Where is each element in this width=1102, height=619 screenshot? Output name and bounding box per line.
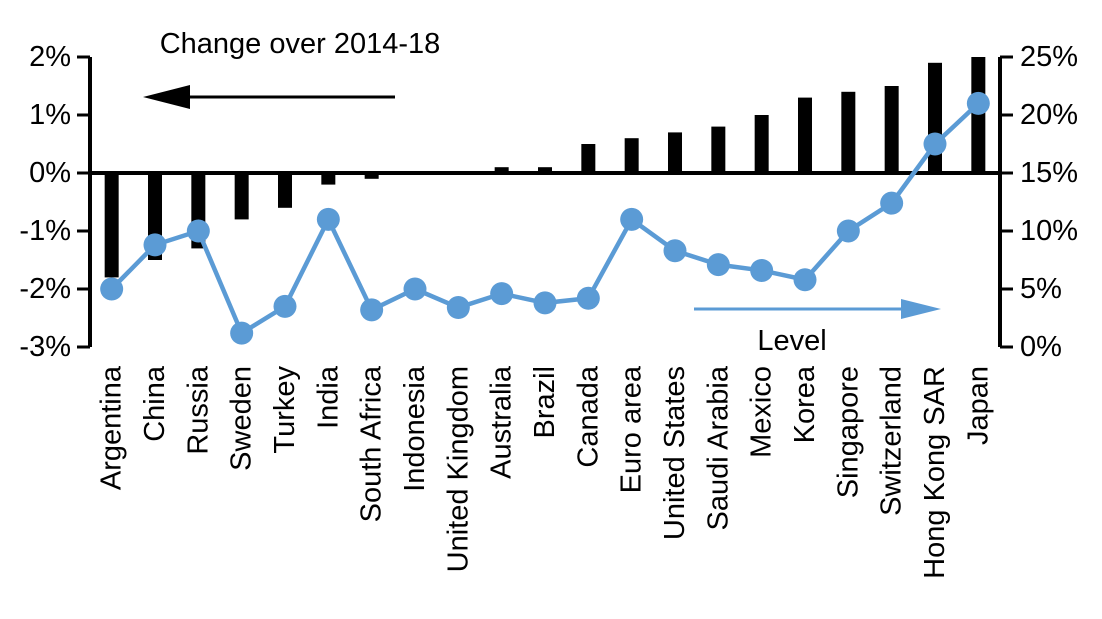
- bar-brazil: [538, 167, 552, 173]
- left-axis-tick-label: -3%: [19, 331, 71, 363]
- category-label-united-kingdom: United Kingdom: [442, 366, 474, 572]
- category-label-canada: Canada: [572, 365, 604, 467]
- level-marker-canada: [576, 286, 600, 310]
- category-label-india: India: [312, 365, 344, 429]
- bar-korea: [798, 97, 812, 173]
- bar-euro-area: [624, 138, 639, 173]
- bar-canada: [581, 144, 596, 173]
- bar-sweden: [234, 173, 249, 220]
- left-axis-tick-label: -2%: [19, 273, 71, 305]
- category-label-hong-kong-sar: Hong Kong SAR: [919, 366, 951, 579]
- right-axis-tick-label: 15%: [1020, 157, 1078, 189]
- category-label-switzerland: Switzerland: [876, 366, 908, 516]
- right-axis-tick-label: 0%: [1020, 331, 1062, 363]
- category-label-china: China: [139, 365, 171, 442]
- level-marker-china: [143, 233, 167, 257]
- bar-hong-kong-sar: [928, 62, 942, 173]
- level-marker-korea: [793, 268, 817, 292]
- category-label-mexico: Mexico: [746, 366, 778, 458]
- bar-japan: [971, 57, 986, 173]
- category-label-brazil: Brazil: [529, 366, 561, 439]
- category-label-argentina: Argentina: [96, 365, 128, 490]
- bar-argentina: [104, 173, 119, 278]
- bar-south-africa: [364, 173, 379, 179]
- left-axis-tick-label: 1%: [29, 99, 71, 131]
- level-marker-mexico: [750, 258, 774, 282]
- level-marker-south-africa: [360, 298, 384, 322]
- category-label-japan: Japan: [962, 366, 994, 445]
- category-label-sweden: Sweden: [226, 366, 258, 471]
- right-axis-tick-label: 25%: [1020, 41, 1078, 73]
- category-label-indonesia: Indonesia: [399, 365, 431, 492]
- level-marker-japan: [966, 91, 990, 115]
- level-marker-argentina: [100, 277, 124, 301]
- category-label-saudi-arabia: Saudi Arabia: [702, 365, 734, 530]
- level-marker-singapore: [836, 219, 860, 243]
- level-marker-saudi-arabia: [706, 253, 730, 277]
- level-marker-switzerland: [880, 191, 904, 215]
- left-axis-tick-label: 0%: [29, 157, 71, 189]
- level-label: Level: [757, 325, 826, 357]
- level-marker-sweden: [230, 321, 254, 345]
- level-marker-australia: [490, 282, 514, 306]
- level-marker-united-states: [663, 239, 687, 263]
- bar-united-states: [668, 132, 682, 173]
- change-arrow-left-icon: [143, 85, 395, 109]
- left-axis-tick-label: 2%: [29, 41, 71, 73]
- left-axis-tick-label: -1%: [19, 215, 71, 247]
- right-axis-tick-label: 5%: [1020, 273, 1062, 305]
- level-marker-hong-kong-sar: [923, 132, 947, 156]
- category-label-australia: Australia: [486, 365, 518, 479]
- right-axis-tick-label: 20%: [1020, 99, 1078, 131]
- bar-turkey: [278, 173, 292, 208]
- bar-india: [321, 173, 336, 185]
- category-label-euro-area: Euro area: [616, 365, 648, 493]
- level-arrow-right-icon: [694, 299, 941, 319]
- right-axis-tick-label: 10%: [1020, 215, 1078, 247]
- level-marker-india: [316, 207, 340, 231]
- bar-mexico: [754, 115, 769, 173]
- chart-title: Change over 2014-18: [160, 28, 441, 60]
- level-marker-united-kingdom: [446, 296, 470, 320]
- category-label-russia: Russia: [182, 365, 214, 455]
- level-marker-brazil: [533, 291, 557, 315]
- level-marker-indonesia: [403, 277, 427, 301]
- level-marker-russia: [186, 219, 210, 243]
- category-label-united-states: United States: [659, 366, 691, 540]
- category-label-singapore: Singapore: [832, 366, 864, 498]
- bar-australia: [494, 167, 509, 173]
- bar-switzerland: [884, 86, 899, 173]
- category-label-turkey: Turkey: [269, 366, 301, 454]
- category-label-korea: Korea: [789, 365, 821, 443]
- level-marker-turkey: [273, 294, 297, 318]
- category-label-south-africa: South Africa: [356, 365, 388, 522]
- bar-saudi-arabia: [711, 126, 726, 173]
- level-marker-euro-area: [620, 207, 644, 231]
- bar-singapore: [841, 91, 856, 173]
